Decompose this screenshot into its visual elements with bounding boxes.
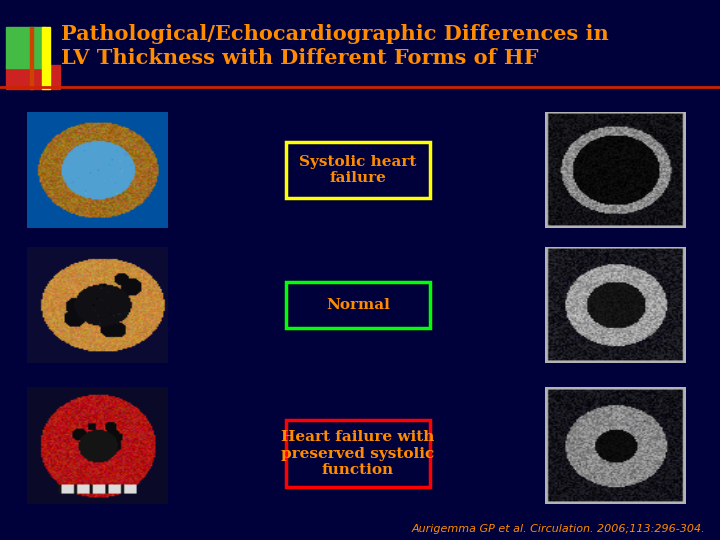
Text: Heart failure with
preserved systolic
function: Heart failure with preserved systolic fu… [281, 430, 435, 477]
Bar [42, 27, 50, 89]
FancyBboxPatch shape [286, 420, 430, 487]
Bar [6, 65, 60, 89]
Bar [30, 27, 33, 89]
FancyBboxPatch shape [286, 141, 430, 198]
FancyBboxPatch shape [286, 282, 430, 328]
Text: Pathological/Echocardiographic Differences in: Pathological/Echocardiographic Differenc… [61, 24, 609, 44]
Text: LV Thickness with Different Forms of HF: LV Thickness with Different Forms of HF [61, 48, 539, 68]
Text: Normal: Normal [326, 298, 390, 312]
Text: Systolic heart
failure: Systolic heart failure [299, 155, 417, 185]
Bar [6, 27, 45, 68]
Text: Aurigemma GP et al. Circulation. 2006;113:296-304.: Aurigemma GP et al. Circulation. 2006;11… [412, 523, 706, 534]
